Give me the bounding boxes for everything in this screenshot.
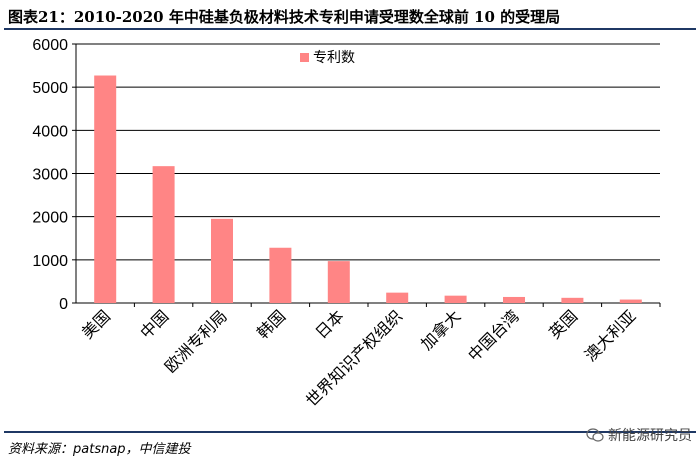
bar [94, 75, 117, 304]
source-note: 资料来源：patsnap，中信建投 [8, 442, 191, 457]
x-tick-label: 美国 [78, 306, 114, 342]
wechat-icon [586, 428, 604, 442]
x-tick-label: 中国 [136, 306, 172, 342]
figure-title: 图表21：2010-2020 年中硅基负极材料技术专利申请受理数全球前 10 的… [8, 6, 560, 27]
watermark-text: 新能源研究员 [608, 428, 692, 444]
bar [386, 292, 409, 303]
y-tick-label: 3000 [32, 167, 68, 184]
y-tick-label: 1000 [32, 253, 68, 270]
bar [152, 166, 175, 303]
x-tick-label: 日本 [312, 306, 348, 342]
x-tick-label: 澳大利亚 [581, 306, 640, 365]
x-tick-label: 欧洲专利局 [161, 306, 231, 376]
bar [619, 299, 642, 303]
figure-label: 图表21： [8, 8, 74, 26]
bar [561, 297, 584, 303]
x-tick-label: 加拿大 [417, 306, 464, 353]
y-tick-label: 4000 [32, 123, 68, 140]
x-tick-label: 英国 [545, 306, 581, 342]
bottom-rule [4, 431, 696, 433]
x-tick-label: 中国台湾 [464, 306, 523, 365]
bar [444, 295, 467, 303]
bar [327, 261, 350, 303]
bar [211, 218, 233, 303]
y-tick-label: 2000 [32, 210, 68, 227]
legend-swatch [300, 53, 309, 62]
y-tick-label: 6000 [32, 37, 68, 54]
watermark: 新能源研究员 [586, 425, 692, 445]
y-tick-label: 5000 [32, 80, 68, 97]
figure-title-text: 2010-2020 年中硅基负极材料技术专利申请受理数全球前 10 的受理局 [73, 8, 561, 26]
bar [269, 247, 292, 303]
legend-label: 专利数 [313, 50, 355, 66]
top-rule [4, 28, 696, 30]
x-tick-label: 韩国 [253, 306, 289, 342]
y-tick-label: 0 [59, 296, 68, 313]
bar [503, 296, 525, 303]
